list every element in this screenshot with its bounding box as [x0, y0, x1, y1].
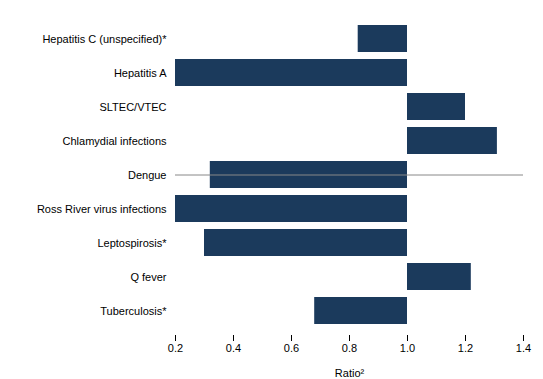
- svg-text:SLTEC/VTEC: SLTEC/VTEC: [99, 101, 166, 113]
- svg-text:Dengue: Dengue: [128, 169, 167, 181]
- svg-text:Q fever: Q fever: [130, 271, 166, 283]
- svg-text:0.4: 0.4: [226, 342, 241, 354]
- svg-text:Chlamydial infections: Chlamydial infections: [63, 135, 167, 147]
- svg-text:Ross River virus infections: Ross River virus infections: [37, 203, 167, 215]
- svg-text:Hepatitis C (unspecified)*: Hepatitis C (unspecified)*: [42, 33, 167, 45]
- svg-text:0.2: 0.2: [168, 342, 183, 354]
- svg-text:1.0: 1.0: [400, 342, 415, 354]
- svg-text:Leptospirosis*: Leptospirosis*: [97, 237, 167, 249]
- svg-text:0.6: 0.6: [284, 342, 299, 354]
- svg-text:Tuberculosis*: Tuberculosis*: [100, 305, 167, 317]
- svg-text:1.4: 1.4: [516, 342, 531, 354]
- svg-text:Ratio²: Ratio²: [335, 367, 365, 379]
- svg-text:Hepatitis A: Hepatitis A: [114, 67, 167, 79]
- svg-text:0.8: 0.8: [342, 342, 357, 354]
- svg-text:1.2: 1.2: [458, 342, 473, 354]
